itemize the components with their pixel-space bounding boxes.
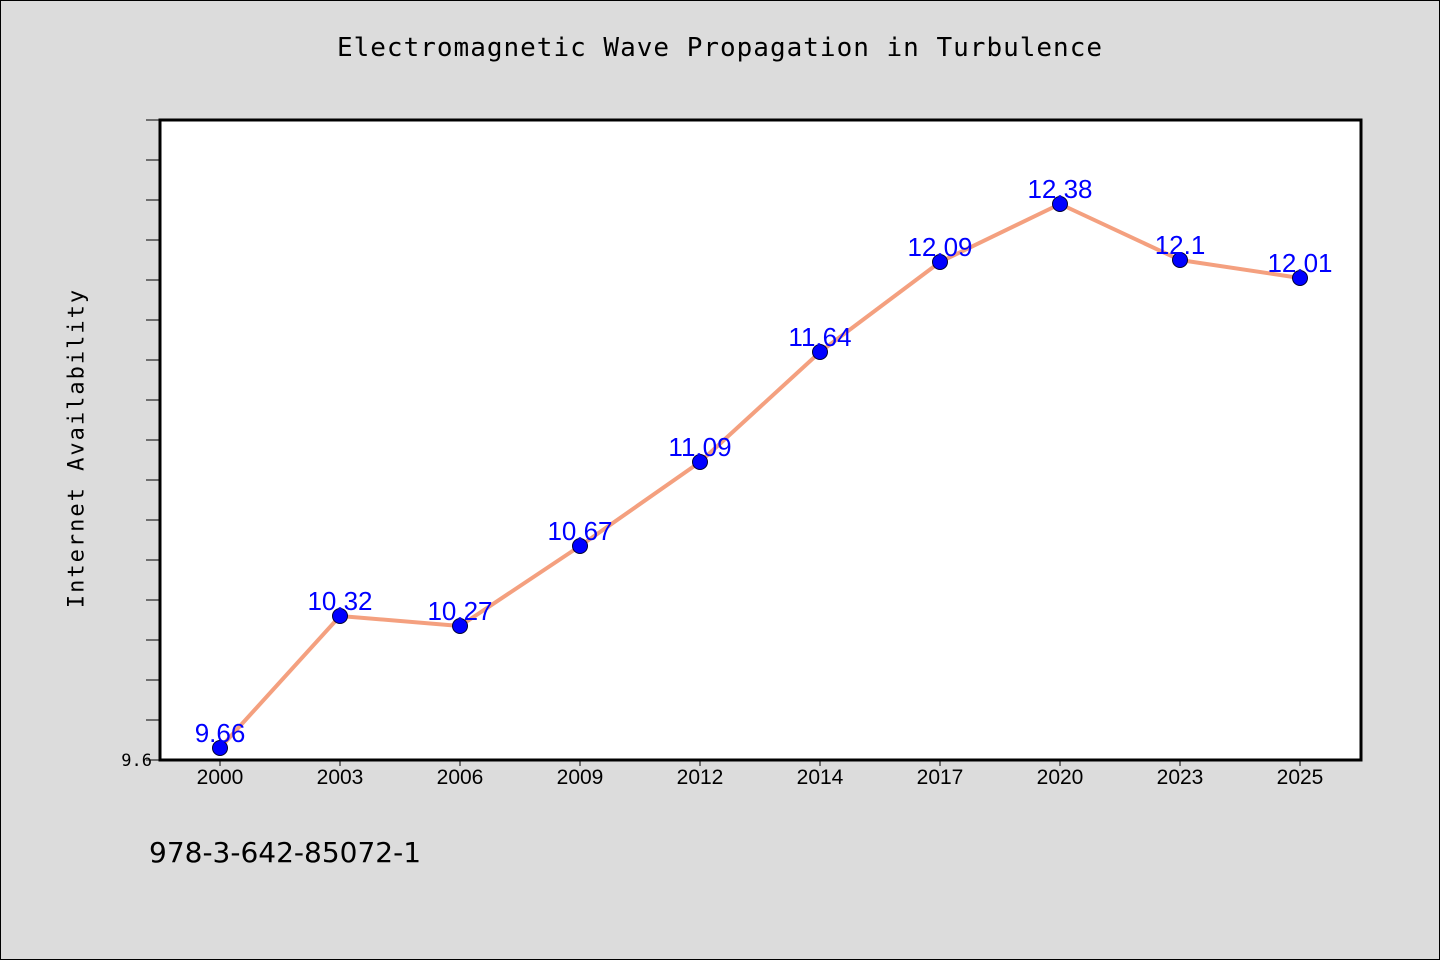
- footer-code: 978-3-642-85072-1: [149, 836, 422, 869]
- data-point: [1172, 252, 1188, 268]
- y-axis-ticks: 9.6: [121, 119, 160, 771]
- x-tick-label: 2023: [1157, 766, 1204, 789]
- x-tick-label: 2017: [917, 766, 964, 789]
- data-label: 10.67: [547, 516, 612, 546]
- data-label: 11.09: [668, 432, 731, 462]
- series-line: [218, 202, 1301, 750]
- x-tick-label: 2003: [317, 766, 364, 789]
- data-label: 12.01: [1267, 248, 1332, 278]
- data-point: [212, 740, 228, 756]
- x-tick-label: 2025: [1277, 766, 1324, 789]
- plot-area: [160, 120, 1361, 760]
- data-label: 11.64: [788, 322, 851, 352]
- data-label: 12.1: [1155, 230, 1206, 260]
- x-tick-label: 2012: [677, 766, 724, 789]
- data-point: [572, 538, 588, 554]
- y-tick-label: 9.6: [121, 751, 152, 771]
- data-label: 10.27: [427, 596, 492, 626]
- data-point: [1292, 270, 1308, 286]
- data-markers: [212, 196, 1308, 756]
- x-tick-label: 2020: [1037, 766, 1084, 789]
- x-tick-label: 2006: [437, 766, 484, 789]
- x-tick-label: 2009: [557, 766, 604, 789]
- data-label: 12.38: [1027, 174, 1092, 204]
- data-point: [452, 618, 468, 634]
- data-point: [692, 454, 708, 470]
- data-point: [1052, 196, 1068, 212]
- plot-border: [158, 118, 1363, 762]
- data-point: [812, 344, 828, 360]
- data-point: [932, 254, 948, 270]
- data-label: 10.32: [307, 586, 372, 616]
- data-label: 9.66: [195, 718, 246, 748]
- chart-title: Electromagnetic Wave Propagation in Turb…: [336, 33, 1104, 63]
- data-point: [332, 608, 348, 624]
- data-label: 12.09: [907, 232, 972, 262]
- data-labels: 9.66 10.32 10.27 10.67 11.09 11.64 12.09 12.38 1…: [195, 174, 1333, 748]
- x-tick-label: 2014: [797, 766, 844, 789]
- x-axis-ticks: 2000 2003 2006 2009 2012 2014 2017 2020 2023 2025: [197, 760, 1324, 789]
- x-tick-label: 2000: [197, 766, 244, 789]
